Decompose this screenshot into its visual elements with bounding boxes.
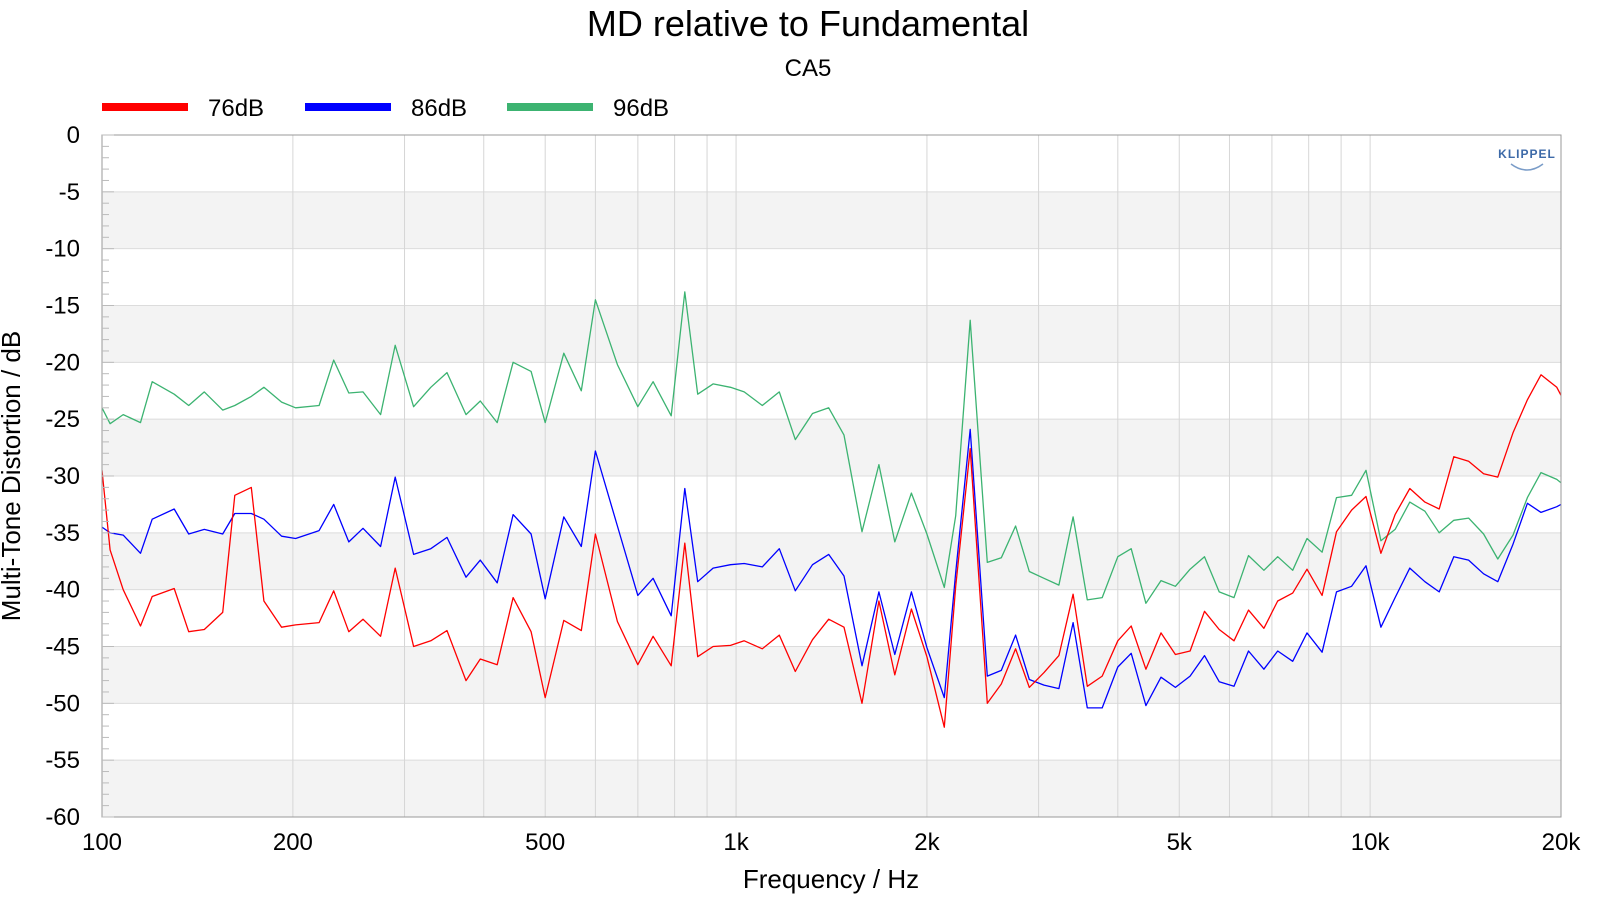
y-tick-label: -40 xyxy=(45,577,80,604)
y-tick-label: -60 xyxy=(45,804,80,831)
y-tick-label: -55 xyxy=(45,747,80,774)
y-tick-label: -15 xyxy=(45,293,80,320)
x-tick-label: 500 xyxy=(525,829,565,856)
legend-label-76dB: 76dB xyxy=(208,95,264,122)
logo-arc-icon xyxy=(1510,163,1544,171)
logo-text: KLIPPEL xyxy=(1498,147,1556,161)
x-tick-label: 100 xyxy=(82,829,122,856)
plot-band xyxy=(102,646,1561,704)
y-tick-label: -45 xyxy=(45,634,80,661)
x-axis-label: Frequency / Hz xyxy=(743,864,919,894)
y-tick-label: -10 xyxy=(45,236,80,263)
y-tick-label: -20 xyxy=(45,349,80,376)
y-tick-label: 0 xyxy=(67,122,80,149)
series-line-96dB xyxy=(102,291,1561,604)
chart-title: MD relative to Fundamental xyxy=(587,3,1029,44)
series-layer xyxy=(102,291,1561,728)
y-tick-label: -25 xyxy=(45,406,80,433)
plot-band xyxy=(102,532,1561,590)
legend: 76dB 86dB 96dB xyxy=(102,95,669,122)
plot-band xyxy=(102,305,1561,363)
y-tick-label: -50 xyxy=(45,690,80,717)
y-tick-label: -35 xyxy=(45,520,80,547)
y-tick-label: -5 xyxy=(59,179,80,206)
series-line-76dB xyxy=(102,374,1561,728)
series-line-86dB xyxy=(102,428,1561,709)
x-tick-label: 200 xyxy=(273,829,313,856)
x-axis: 100 200 500 1k 2k 5k 10k 20k xyxy=(82,829,1581,856)
x-tick-label: 20k xyxy=(1542,829,1582,856)
y-tick-label: -30 xyxy=(45,463,80,490)
plot-band xyxy=(102,191,1561,249)
plot-background xyxy=(102,191,1561,817)
y-axis: 0 -5 -10 -15 -20 -25 -30 -35 -40 -45 -50 -55 -60 xyxy=(45,122,114,831)
y-axis-label: Multi-Tone Distortion / dB xyxy=(0,331,26,621)
plot-band xyxy=(102,419,1561,476)
x-tick-label: 10k xyxy=(1351,829,1391,856)
legend-label-86dB: 86dB xyxy=(411,95,467,122)
klippel-logo: KLIPPEL xyxy=(1498,147,1556,171)
x-tick-label: 5k xyxy=(1167,829,1193,856)
x-tick-label: 2k xyxy=(914,829,940,856)
legend-label-96dB: 96dB xyxy=(613,95,669,122)
chart-subtitle: CA5 xyxy=(785,55,832,82)
plot-band xyxy=(102,760,1561,817)
x-tick-label: 1k xyxy=(723,829,749,856)
